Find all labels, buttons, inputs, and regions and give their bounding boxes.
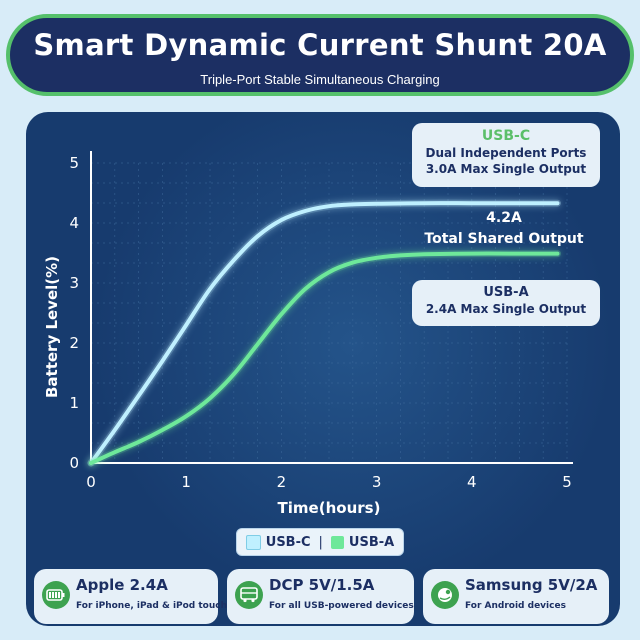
x-tick-label: 0 [86,473,96,491]
info-card-dcp: DCP 5V/1.5A For all USB-powered devices [227,569,414,624]
series-line-usb-a [89,251,560,465]
page-subtitle: Triple-Port Stable Simultaneous Charging [200,72,440,87]
y-tick-label: 4 [69,214,79,232]
legend-item-usbc: USB-C [245,534,311,550]
y-tick-label: 1 [69,394,79,412]
legend-separator: | [318,534,323,550]
usbc-callout-heading: USB-C [481,128,531,144]
info-card-samsung-title: Samsung 5V/2A [465,576,598,594]
legend-label-usba: USB-A [348,534,395,550]
chart-legend: USB-C | USB-A [236,528,404,556]
legend-item-usba: USB-A [330,534,395,550]
info-card-dcp-subtitle: For all USB-powered devices [269,601,414,611]
legend-swatch-usba [330,535,344,549]
shared-output-text: Total Shared Output [424,231,584,247]
usba-callout: USB-A 2.4A Max Single Output [412,280,600,326]
y-axis-title: Battery Level(%) [43,256,61,398]
battery-icon [42,581,70,609]
series-line-usb-c [89,201,560,465]
y-tick-label: 2 [69,334,79,352]
usbc-callout-line2: 3.0A Max Single Output [425,162,587,176]
title-banner: Smart Dynamic Current Shunt 20A Triple-P… [6,14,634,96]
usba-callout-line1: 2.4A Max Single Output [425,302,587,316]
usba-callout-heading: USB-A [483,285,529,300]
info-card-samsung: Samsung 5V/2A For Android devices [423,569,609,624]
usbc-callout-line1: Dual Independent Ports [425,146,587,160]
android-icon [431,581,459,609]
x-tick-label: 4 [467,473,477,491]
info-card-apple-subtitle: For iPhone, iPad & iPod touch [76,601,228,611]
info-card-dcp-title: DCP 5V/1.5A [269,576,375,594]
bus-icon [235,581,263,609]
legend-swatch-usbc [245,534,261,550]
info-card-apple: Apple 2.4A For iPhone, iPad & iPod touch [34,569,227,624]
x-tick-label: 2 [277,473,287,491]
shared-output-label: 4.2A Total Shared Output [404,208,604,250]
y-tick-label: 0 [69,454,79,472]
usbc-callout: USB-C Dual Independent Ports 3.0A Max Si… [412,123,600,187]
shared-output-value: 4.2A [486,210,522,226]
info-card-apple-title: Apple 2.4A [76,576,168,594]
legend-label-usbc: USB-C [265,534,311,550]
x-tick-label: 1 [181,473,191,491]
page-title: Smart Dynamic Current Shunt 20A [33,28,607,62]
x-tick-label: 3 [372,473,382,491]
info-card-samsung-subtitle: For Android devices [465,601,566,611]
x-tick-label: 5 [562,473,572,491]
x-axis-title: Time(hours) [278,499,381,517]
y-tick-label: 5 [69,154,79,172]
y-tick-label: 3 [69,274,79,292]
